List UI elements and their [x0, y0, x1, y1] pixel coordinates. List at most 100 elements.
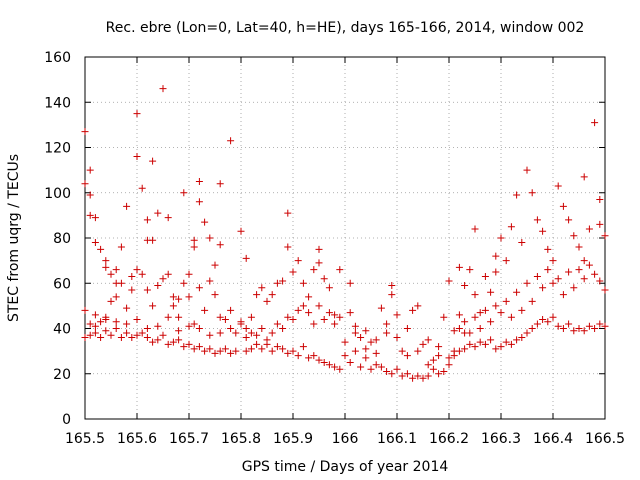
data-point	[393, 365, 401, 373]
data-point	[414, 347, 422, 355]
data-point	[591, 270, 599, 278]
data-point	[206, 331, 214, 339]
x-tick-label: 166.5	[585, 431, 625, 447]
data-point	[403, 325, 411, 332]
data-point	[164, 313, 172, 321]
data-point	[596, 277, 604, 285]
data-point	[565, 268, 573, 276]
data-point	[549, 313, 557, 321]
data-point	[133, 331, 141, 339]
data-point	[263, 297, 271, 305]
x-tick-labels: 165.5 165.6 165.7 165.8 165.9 166 166.1 166.2 16…	[65, 431, 625, 447]
data-point	[533, 272, 541, 280]
data-point	[492, 268, 500, 276]
data-point	[211, 261, 219, 269]
data-point	[325, 361, 333, 369]
data-point	[471, 313, 479, 321]
data-point	[284, 313, 292, 321]
data-point	[268, 291, 276, 299]
data-point	[180, 279, 188, 287]
data-point	[279, 277, 287, 285]
y-tick-label: 120	[44, 141, 71, 157]
data-point	[513, 336, 521, 344]
data-point	[216, 313, 224, 321]
data-point	[507, 313, 515, 321]
data-point	[601, 286, 609, 294]
x-tick-label: 166.2	[429, 431, 469, 447]
data-point	[305, 309, 313, 317]
data-point	[544, 318, 552, 326]
data-point	[294, 306, 302, 314]
data-point	[466, 329, 474, 337]
data-point	[154, 209, 162, 217]
data-point	[91, 239, 99, 247]
data-point	[580, 257, 588, 265]
data-point	[211, 291, 219, 299]
data-point	[481, 340, 489, 348]
data-point	[143, 334, 151, 342]
data-point	[585, 261, 593, 269]
data-point	[227, 137, 235, 145]
data-point	[554, 275, 562, 283]
data-point	[549, 257, 557, 265]
data-point	[289, 268, 297, 276]
data-point	[112, 318, 120, 326]
data-point	[331, 311, 339, 319]
data-point	[81, 180, 89, 188]
data-point	[294, 352, 302, 360]
data-point	[195, 325, 203, 332]
data-point	[539, 315, 547, 323]
data-point	[310, 266, 318, 274]
data-point	[601, 322, 609, 330]
data-point	[310, 320, 318, 328]
data-point	[549, 279, 557, 287]
data-point	[388, 282, 396, 290]
data-point	[346, 279, 354, 287]
data-point	[429, 356, 437, 364]
data-point	[544, 245, 552, 253]
data-point	[580, 173, 588, 181]
data-point	[190, 236, 198, 244]
data-point	[273, 343, 281, 351]
data-point	[232, 329, 240, 337]
data-point	[180, 343, 188, 351]
grid-lines	[85, 57, 605, 419]
data-point	[455, 325, 463, 332]
data-point	[211, 349, 219, 357]
data-point	[185, 322, 193, 330]
data-point	[409, 374, 417, 382]
data-point	[502, 297, 510, 305]
data-point	[570, 232, 578, 240]
data-point	[461, 282, 469, 290]
y-tick-label: 160	[44, 50, 71, 66]
data-point	[497, 309, 505, 317]
data-point	[169, 338, 177, 346]
data-point	[440, 367, 448, 375]
data-point	[279, 325, 287, 332]
data-point	[143, 325, 151, 332]
data-point	[97, 245, 105, 253]
data-point	[471, 291, 479, 299]
data-point	[195, 198, 203, 206]
data-point	[351, 322, 359, 330]
data-point	[471, 225, 479, 233]
y-tick-label: 140	[44, 95, 71, 111]
data-point	[138, 329, 146, 337]
data-point	[164, 270, 172, 278]
data-point	[305, 354, 313, 362]
data-point	[357, 363, 365, 371]
data-point	[601, 232, 609, 240]
data-point	[195, 284, 203, 292]
data-point	[289, 347, 297, 355]
data-point	[247, 345, 255, 353]
data-point	[585, 225, 593, 233]
y-tick-label: 100	[44, 186, 71, 202]
data-point	[102, 315, 110, 323]
y-tick-label: 60	[53, 276, 71, 292]
data-point	[299, 302, 307, 310]
data-point	[435, 352, 443, 360]
data-point	[216, 347, 224, 355]
data-point	[393, 334, 401, 342]
data-point	[294, 257, 302, 265]
data-point	[336, 266, 344, 274]
